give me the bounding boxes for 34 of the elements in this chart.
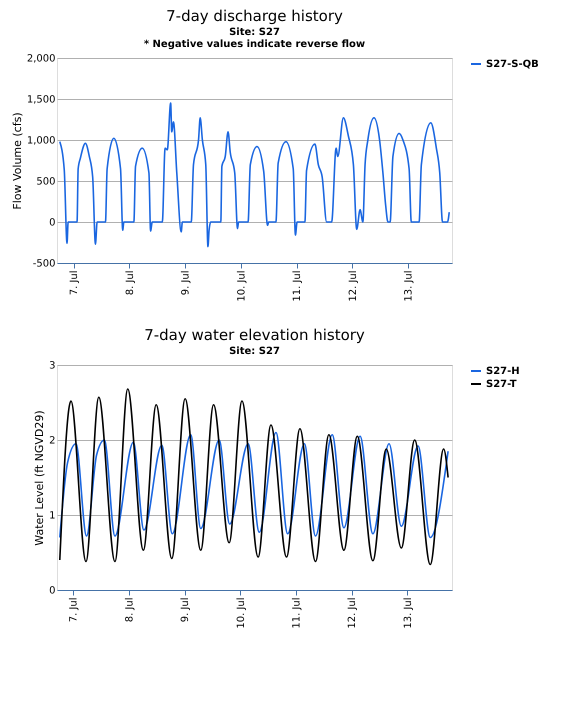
y-tick-label: -500 — [32, 258, 56, 270]
y-tick-label: 2,000 — [26, 54, 56, 64]
x-tick-label: 11. Jul — [292, 598, 303, 629]
x-tick-label: 11. Jul — [292, 270, 304, 302]
y-tick-label: 2 — [49, 436, 56, 446]
x-tick-label: 7. Jul — [69, 270, 80, 296]
x-tick-label: 7. Jul — [68, 598, 80, 622]
y-tick-label: 1,000 — [26, 136, 56, 146]
y-tick-label: 0 — [49, 586, 56, 596]
legend-label: S27-T — [486, 379, 517, 390]
y-tick-label: 1,500 — [26, 94, 56, 106]
chart-title: 7-day discharge history — [166, 7, 344, 25]
y-tick-label: 500 — [36, 176, 56, 188]
x-tick-label: 10. Jul — [236, 270, 248, 302]
x-tick-label: 8. Jul — [124, 598, 136, 622]
y-axis-title: Flow Volume (cfs) — [10, 112, 24, 210]
x-tick-label: 12. Jul — [347, 598, 358, 629]
x-tick-label: 13. Jul — [403, 270, 414, 302]
legend-label: S27-H — [486, 366, 520, 377]
y-tick-label: 0 — [49, 218, 56, 228]
chart-title: 7-day water elevation history — [144, 326, 365, 344]
legend-label: S27-S-QB — [486, 59, 539, 70]
x-tick-label: 13. Jul — [402, 598, 414, 629]
x-tick-label: 9. Jul — [180, 270, 192, 296]
y-axis-title: Water Level (ft NGVD29) — [33, 410, 46, 546]
text: * Negative values indicate reverse flow — [144, 39, 366, 50]
chart-subtitle: Site: S27 — [229, 27, 280, 38]
x-tick-label: 8. Jul — [124, 270, 136, 296]
x-tick-label: 9. Jul — [180, 598, 192, 622]
chart-subtitle: Site: S27 — [229, 346, 280, 357]
y-tick-label: 1 — [49, 510, 56, 522]
x-tick-label: 10. Jul — [236, 598, 247, 629]
y-tick-label: 3 — [49, 360, 56, 372]
x-tick-label: 12. Jul — [348, 270, 359, 302]
